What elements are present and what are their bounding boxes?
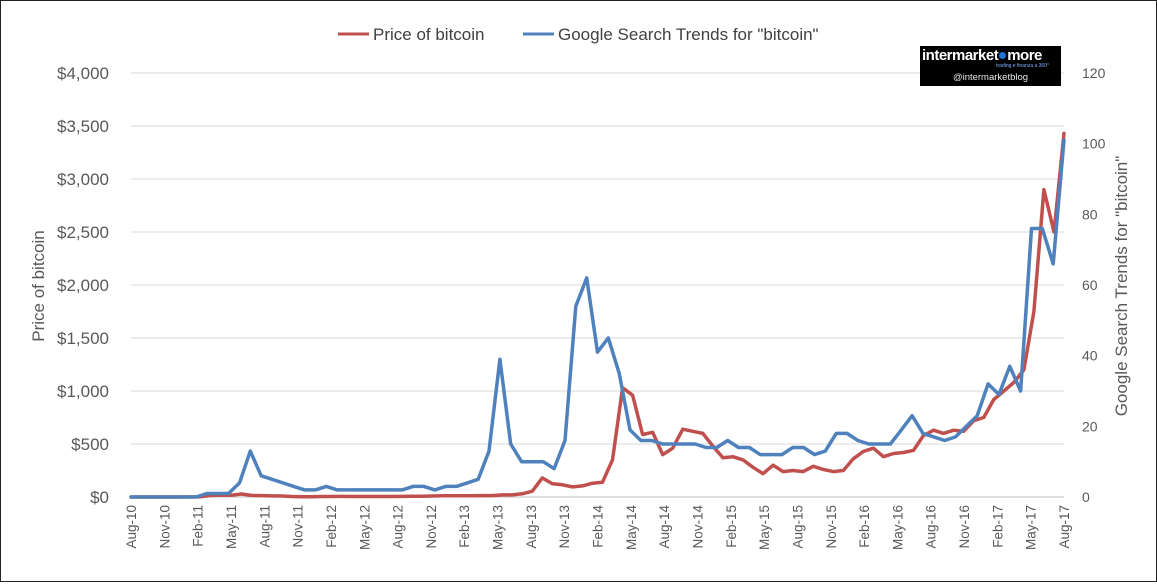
x-tick-label: May-11 (224, 505, 239, 549)
left-tick-label: $2,500 (57, 223, 109, 242)
x-tick-label: Aug-10 (124, 505, 139, 549)
right-tick-label: 80 (1082, 206, 1098, 222)
left-tick-label: $3,000 (57, 170, 109, 189)
x-tick-label: Feb-15 (724, 505, 739, 548)
right-tick-label: 120 (1082, 65, 1106, 81)
x-tick-label: Feb-13 (457, 505, 472, 548)
gridlines (131, 72, 1064, 445)
x-tick-label: Aug-13 (524, 505, 539, 549)
x-tick-label: Nov-16 (957, 505, 972, 549)
left-axis-ticks: $0 $500 $1,000 $1,500 $2,000 $2,500 $3,000 $3,5… (57, 64, 109, 507)
legend-label-search: Google Search Trends for "bitcoin" (558, 25, 819, 44)
right-tick-label: 100 (1082, 136, 1106, 152)
legend: Price of bitcoin Google Search Trends fo… (338, 25, 819, 44)
x-tick-label: Feb-12 (324, 505, 339, 548)
watermark-dot-icon (999, 52, 1007, 59)
left-tick-label: $500 (71, 435, 109, 454)
x-tick-label: Nov-15 (824, 505, 839, 549)
x-tick-label: May-12 (357, 505, 372, 550)
x-tick-label: May-13 (491, 505, 506, 550)
right-tick-label: 60 (1082, 277, 1098, 293)
x-tick-label: May-17 (1024, 505, 1039, 550)
left-axis-label: Price of bitcoin (29, 230, 48, 342)
right-tick-label: 20 (1082, 418, 1098, 434)
x-tick-label: Aug-12 (391, 505, 406, 549)
watermark-handle: @intermarketblog (952, 72, 1029, 83)
x-tick-label: Nov-14 (690, 505, 705, 549)
right-axis-ticks: 0 20 40 60 80 100 120 (1082, 65, 1106, 505)
x-tick-label: May-15 (757, 505, 772, 550)
x-tick-label: Aug-15 (790, 505, 805, 549)
left-tick-label: $1,500 (57, 329, 109, 348)
x-tick-label: Feb-14 (591, 505, 606, 548)
right-axis-label: Google Search Trends for "bitcoin" (1112, 156, 1131, 417)
x-tick-label: May-14 (624, 505, 639, 551)
x-tick-label: Feb-11 (191, 505, 206, 547)
x-tick-label: Aug-14 (657, 505, 672, 549)
left-tick-label: $1,000 (57, 382, 109, 401)
x-tick-label: Nov-13 (557, 505, 572, 549)
price-series-line (129, 131, 1066, 499)
x-tick-label: Nov-11 (291, 505, 306, 548)
x-tick-label: Aug-11 (257, 505, 272, 548)
left-tick-label: $3,500 (57, 117, 109, 136)
left-tick-label: $2,000 (57, 276, 109, 295)
x-tick-label: Nov-12 (424, 505, 439, 549)
x-tick-label: Aug-17 (1057, 505, 1072, 549)
right-tick-label: 40 (1082, 348, 1098, 364)
legend-label-price: Price of bitcoin (373, 25, 485, 44)
x-tick-label: Aug-16 (924, 505, 939, 549)
x-tick-label: May-16 (890, 505, 905, 550)
x-tick-label: Feb-16 (857, 505, 872, 548)
x-tick-label: Feb-17 (990, 505, 1005, 548)
watermark-tagline: trading e finanza a 360° (996, 63, 1049, 69)
left-tick-label: $0 (90, 488, 109, 507)
intermarket-watermark-logo: intermarket more trading e finanza a 360°… (920, 46, 1061, 86)
series-lines (129, 131, 1066, 499)
left-tick-label: $4,000 (57, 64, 109, 83)
x-axis-ticks: Aug-10 Nov-10 Feb-11 May-11 Aug-11 Nov-11 Feb-… (124, 505, 1072, 551)
watermark-brand: intermarket more (922, 47, 1042, 64)
search-trend-series-line (129, 138, 1066, 499)
right-tick-label: 0 (1082, 489, 1090, 505)
x-tick-label: Nov-10 (157, 505, 172, 549)
